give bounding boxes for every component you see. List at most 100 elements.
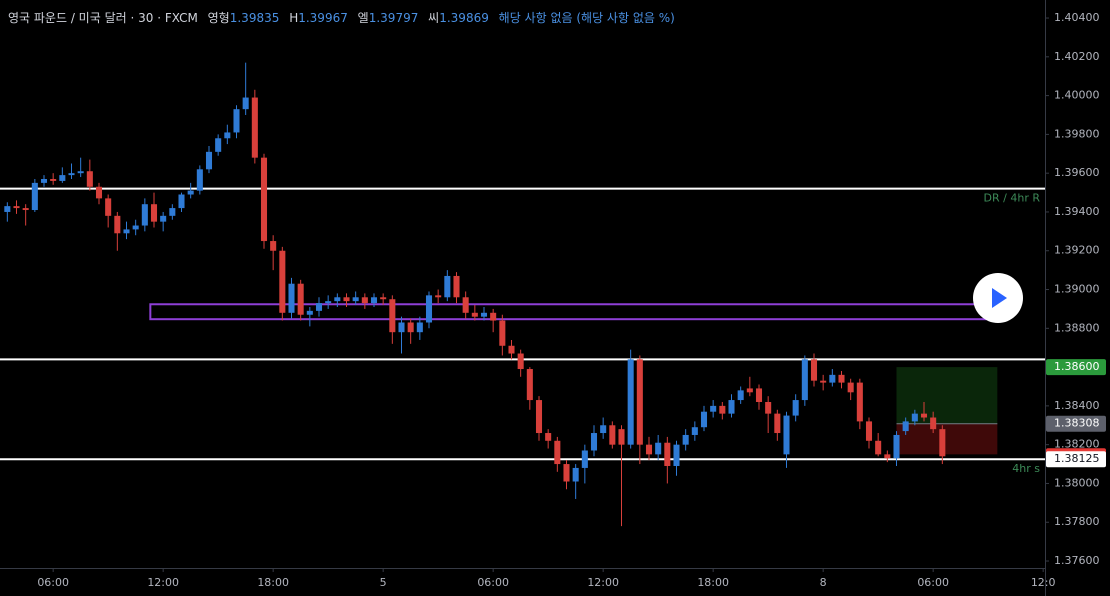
candle-body [453, 275, 460, 298]
candle-body [50, 178, 57, 181]
candle-body [820, 380, 827, 383]
candle-body [105, 198, 112, 216]
candle-body [325, 301, 332, 304]
candle-body [242, 97, 249, 110]
candle-body [847, 382, 854, 393]
header: 영국 파운드 / 미국 달러 · 30 · FXCM 영형1.39835 H1.… [8, 11, 675, 25]
price-badge [1046, 359, 1106, 376]
x-tick-label: 12:00 [147, 576, 179, 589]
y-tick-label: 1.39400 [1054, 205, 1100, 218]
play-button[interactable] [973, 273, 1023, 323]
price-badge [1046, 451, 1106, 468]
x-tick-label: 06:00 [917, 576, 949, 589]
x-tick-label: 8 [820, 576, 827, 589]
candle-body [636, 359, 643, 445]
candle-body [141, 204, 148, 226]
candle-body [233, 109, 240, 133]
candle-body [160, 215, 167, 222]
candle-body [700, 411, 708, 428]
candle-body [251, 97, 258, 158]
candle-body [581, 450, 588, 468]
y-tick-label: 1.38200 [1054, 438, 1100, 451]
candle-body [370, 297, 378, 304]
candle-body [205, 151, 213, 170]
candle-body [673, 444, 680, 466]
candle-body [792, 400, 799, 416]
candle-body [270, 241, 277, 251]
x-tick-label: 12:0 [1031, 576, 1056, 589]
axes: 1.40400 1.40200 1.40000 1.39800 1.39600 1.394… [37, 11, 1106, 589]
candle-body [893, 434, 900, 459]
y-tick-label: 1.40000 [1054, 89, 1100, 102]
candle-body [517, 353, 524, 370]
candle-body [224, 132, 231, 139]
y-tick-label: 1.39600 [1054, 166, 1100, 179]
candle-body [810, 359, 818, 381]
candle-body [526, 369, 533, 401]
candle-body [315, 303, 323, 311]
candle-body [389, 299, 396, 333]
candle-body [425, 295, 433, 323]
candle-body [590, 433, 598, 451]
play-icon[interactable] [992, 288, 1007, 308]
candle-body [306, 310, 313, 315]
candle-body [178, 194, 185, 209]
candle-body [352, 297, 359, 302]
candle-body [462, 297, 469, 313]
symbol: 영국 파운드 / 미국 달러 · 30 · FXCM [8, 11, 198, 25]
candle-body [856, 382, 863, 422]
candle-body [884, 454, 891, 459]
candle-body [416, 322, 423, 333]
candle-body [68, 173, 75, 176]
loss-zone [896, 423, 998, 455]
candle-body [169, 208, 176, 216]
legend-label: 씨 [428, 11, 439, 25]
candle-body [563, 464, 570, 482]
y-tick-label: 1.38400 [1054, 399, 1100, 412]
y-tick-label: 1.39200 [1054, 244, 1100, 257]
candle-body [865, 421, 873, 441]
candle-body [380, 297, 387, 300]
legend-label: H [289, 11, 298, 25]
candle-body [902, 421, 909, 432]
y-tick-label: 1.39000 [1054, 283, 1100, 296]
y-tick-label: 1.38000 [1054, 476, 1100, 489]
candle-body [343, 297, 350, 302]
candle-body [22, 208, 29, 211]
y-tick-label: 1.38800 [1054, 321, 1100, 334]
candle-body [783, 415, 790, 455]
candle-body [31, 182, 38, 211]
candle-body [444, 275, 451, 298]
candle-body [187, 190, 194, 195]
legend-value: 1.39967 [298, 11, 348, 25]
candle-body [746, 388, 753, 393]
candle-body [508, 345, 515, 354]
legend-value: 1.39797 [369, 11, 419, 25]
candle-body [655, 442, 662, 455]
candle-body [838, 374, 845, 383]
candle-body [600, 425, 607, 434]
candle-body [40, 178, 48, 183]
x-tick-label: 06:00 [37, 576, 69, 589]
x-tick-label: 06:00 [477, 576, 509, 589]
price-badge-label: 1.38125 [1054, 452, 1100, 465]
candle-body [755, 388, 763, 403]
legend-label: 엘 [358, 11, 369, 25]
candle-body [875, 440, 882, 455]
y-tick-label: 1.37800 [1054, 515, 1100, 528]
y-tick-label: 1.37600 [1054, 554, 1100, 567]
candle-body [95, 186, 103, 199]
candle-body [4, 206, 11, 212]
candle-body [279, 250, 286, 313]
candle-body [554, 440, 561, 465]
price-badge-label: 1.38600 [1054, 360, 1100, 373]
candle-body [480, 312, 488, 317]
candle-body [407, 322, 414, 333]
candle-body [774, 413, 781, 434]
price-badge-label: 1.38308 [1054, 417, 1100, 430]
candle-body [86, 171, 93, 187]
x-tick-label: 12:00 [587, 576, 619, 589]
candle-body [682, 434, 689, 445]
